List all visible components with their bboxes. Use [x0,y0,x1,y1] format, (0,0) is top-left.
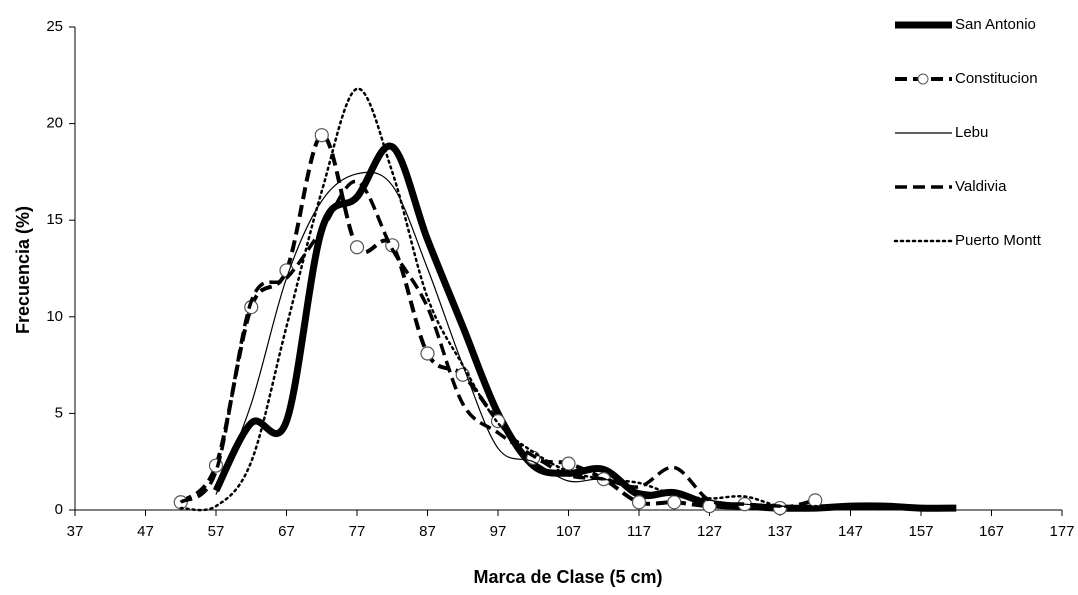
data-point [349,240,365,255]
legend-marker [917,73,929,85]
series-line [179,87,887,512]
legend-label: Constitucion [955,70,1038,87]
data-point [667,495,682,510]
x-tick-label: 67 [278,523,295,540]
x-tick-label: 37 [67,523,84,540]
x-tick-label: 77 [349,523,366,540]
x-tick-label: 117 [627,523,651,540]
series-line [179,133,816,511]
legend-label: San Antonio [955,16,1036,33]
x-tick-label: 57 [208,523,225,540]
data-point [490,414,506,429]
data-point [314,128,329,143]
y-tick-label: 25 [46,18,63,35]
data-point [631,495,647,510]
legend-label: Valdivia [955,178,1007,195]
legend-label: Lebu [955,124,988,141]
y-tick-label: 20 [46,115,63,132]
x-tick-label: 157 [908,523,933,540]
x-tick-label: 147 [838,523,863,540]
series-line [212,142,957,512]
y-tick-label: 5 [55,404,63,421]
legend-label: Puerto Montt [955,232,1042,249]
x-tick-label: 47 [137,523,154,540]
x-tick-label: 167 [979,523,1004,540]
x-tick-label: 137 [767,523,792,540]
data-point [420,346,435,361]
x-tick-label: 87 [419,523,436,540]
y-axis-title: Frecuencia (%) [13,206,33,334]
y-tick-label: 10 [46,308,63,325]
x-tick-label: 97 [490,523,507,540]
y-tick-label: 0 [55,501,63,518]
x-tick-label: 127 [697,523,722,540]
x-tick-label: 177 [1049,523,1074,540]
data-point [772,500,788,516]
x-axis-title: Marca de Clase (5 cm) [473,567,662,587]
x-tick-label: 107 [556,523,581,540]
data-point [702,499,717,514]
series-line [179,179,886,510]
y-tick-label: 15 [46,211,63,228]
